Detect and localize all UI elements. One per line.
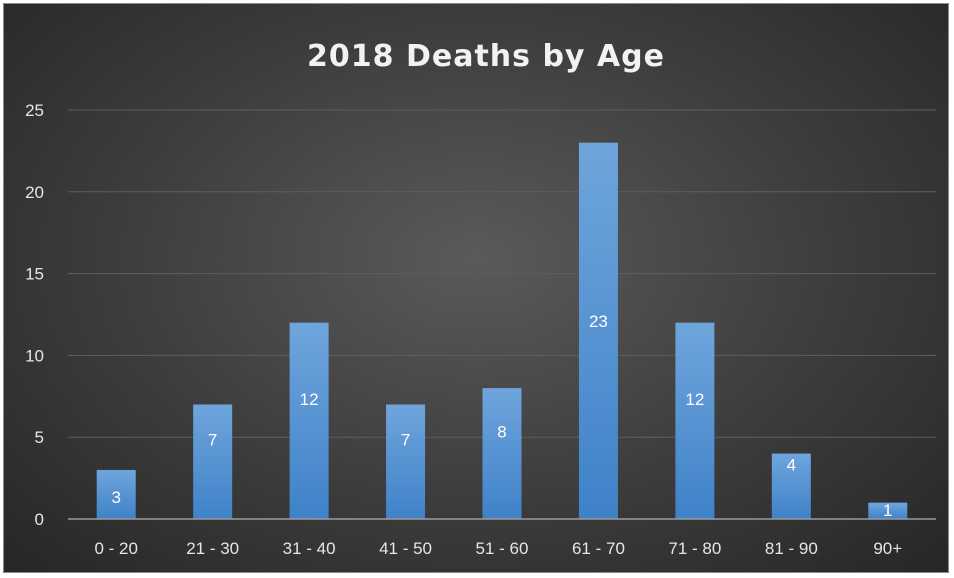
bar bbox=[482, 388, 522, 519]
x-tick-label: 51 - 60 bbox=[476, 539, 529, 558]
x-tick-label: 81 - 90 bbox=[765, 539, 818, 558]
data-label: 12 bbox=[685, 390, 704, 409]
bar bbox=[868, 502, 908, 519]
x-tick-label: 0 - 20 bbox=[94, 539, 137, 558]
data-label: 1 bbox=[883, 501, 892, 520]
x-tick-label: 41 - 50 bbox=[379, 539, 432, 558]
bar bbox=[96, 469, 136, 519]
bar bbox=[578, 142, 618, 519]
bar bbox=[193, 404, 233, 519]
bar bbox=[771, 453, 811, 519]
chart-title: 2018 Deaths by Age bbox=[307, 39, 665, 74]
y-tick-label: 15 bbox=[25, 265, 44, 284]
gridlines bbox=[68, 109, 936, 438]
data-label: 23 bbox=[589, 312, 608, 331]
y-tick-label: 25 bbox=[25, 101, 44, 120]
data-label: 8 bbox=[497, 423, 506, 442]
data-label: 7 bbox=[208, 431, 217, 450]
y-tick-label: 10 bbox=[25, 346, 44, 365]
bar bbox=[386, 404, 426, 519]
y-axis-ticks: 0 5 10 15 20 25 bbox=[25, 101, 44, 529]
x-tick-label: 90+ bbox=[873, 539, 902, 558]
chart-area: 2018 Deaths by Age 0 5 10 15 20 25 3 7 12 7 8 23 12… bbox=[3, 3, 949, 573]
bar bbox=[675, 322, 715, 519]
x-tick-label: 71 - 80 bbox=[668, 539, 721, 558]
x-axis-ticks: 0 - 20 21 - 30 31 - 40 41 - 50 51 - 60 61 - 7… bbox=[94, 539, 902, 558]
data-label: 3 bbox=[111, 488, 120, 507]
data-labels: 3 7 12 7 8 23 12 4 1 bbox=[111, 312, 892, 520]
x-tick-label: 21 - 30 bbox=[186, 539, 239, 558]
y-tick-label: 0 bbox=[35, 510, 44, 529]
bar bbox=[289, 322, 329, 519]
x-tick-label: 61 - 70 bbox=[572, 539, 625, 558]
data-label: 4 bbox=[787, 455, 796, 474]
y-tick-label: 5 bbox=[35, 428, 44, 447]
y-tick-label: 20 bbox=[25, 183, 44, 202]
bars bbox=[96, 142, 908, 519]
data-label: 7 bbox=[401, 431, 410, 450]
data-label: 12 bbox=[300, 390, 319, 409]
x-tick-label: 31 - 40 bbox=[283, 539, 336, 558]
